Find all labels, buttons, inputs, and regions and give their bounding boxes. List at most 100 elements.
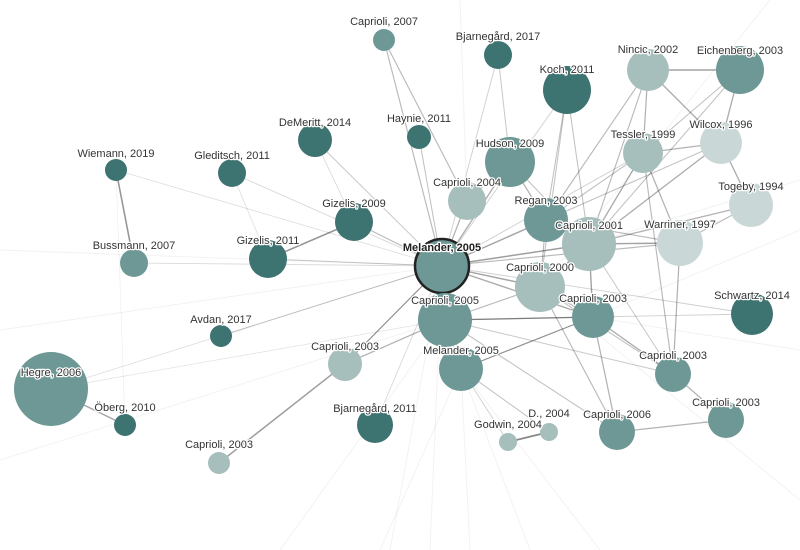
graph-edge (592, 313, 753, 318)
graph-edge (539, 89, 568, 288)
graph-edge (444, 319, 618, 433)
graph-node[interactable] (120, 249, 148, 277)
graph-node[interactable] (484, 41, 512, 69)
graph-edge-offscreen (592, 229, 800, 318)
graph-edge (588, 69, 741, 245)
graph-node-label: Regan, 2003 (515, 195, 578, 207)
graph-node-label: Eichenberg, 2003 (697, 45, 783, 57)
graph-edge-offscreen (460, 368, 471, 550)
graph-node[interactable] (210, 325, 232, 347)
graph-node[interactable] (716, 46, 764, 94)
graph-edge (50, 265, 443, 390)
graph-node-label: Caprioli, 2003 (559, 293, 627, 305)
graph-node-label: DeMeritt, 2014 (279, 117, 351, 129)
graph-node[interactable] (208, 452, 230, 474)
graph-edge (545, 142, 722, 221)
graph-node[interactable] (335, 203, 373, 241)
graph-node[interactable] (439, 347, 483, 391)
graph-node[interactable] (499, 433, 517, 451)
graph-node[interactable] (572, 296, 614, 338)
graph-node-label: Caprioli, 2005 (411, 295, 479, 307)
graph-node-label: Bjarnegård, 2011 (333, 403, 417, 415)
graph-edge (642, 152, 674, 375)
graph-edge (115, 169, 443, 267)
graph-edge (115, 169, 126, 426)
graph-node-label: Nincic, 2002 (618, 44, 679, 56)
graph-node-label: Wilcox, 1996 (690, 119, 753, 131)
graph-node-label: Öberg, 2010 (94, 402, 155, 414)
graph-edge (115, 169, 135, 264)
graph-node[interactable] (729, 183, 773, 227)
graph-node-label: Caprioli, 2001 (555, 220, 623, 232)
graph-node[interactable] (599, 414, 635, 450)
graph-node-label: D., 2004 (528, 408, 570, 420)
graph-node-label: Warriner, 1997 (644, 219, 716, 231)
graph-node[interactable] (524, 198, 568, 242)
graph-node-label: Caprioli, 2007 (350, 16, 418, 28)
graph-node[interactable] (407, 125, 431, 149)
graph-node[interactable] (543, 66, 591, 114)
graph-node[interactable] (485, 137, 535, 187)
graph-node[interactable] (540, 423, 558, 441)
graph-edge (441, 242, 681, 267)
selected-graph-node[interactable] (413, 237, 471, 295)
graph-node-label: Caprioli, 2003 (639, 350, 707, 362)
graph-node-label: Hegre, 2006 (21, 367, 82, 379)
graph-edge-offscreen (460, 368, 601, 550)
graph-node-label: Melander, 2005 (403, 242, 481, 254)
graph-edge (545, 69, 649, 221)
graph-node[interactable] (700, 122, 742, 164)
graph-node[interactable] (114, 414, 136, 436)
graph-edge-offscreen (379, 368, 462, 550)
graph-node-label: Caprioli, 2006 (583, 409, 651, 421)
graph-node-label: Hudson, 2009 (476, 138, 545, 150)
graph-node[interactable] (627, 49, 669, 91)
graph-edge (314, 139, 443, 267)
graph-node[interactable] (249, 240, 287, 278)
graph-node[interactable] (655, 356, 691, 392)
graph-node[interactable] (373, 29, 395, 51)
graph-node-label: Caprioli, 2003 (311, 341, 379, 353)
graph-edge (267, 258, 443, 267)
graph-node-label: Schwartz, 2014 (714, 290, 790, 302)
graph-edge (374, 265, 443, 426)
graph-edge (50, 319, 446, 390)
graph-node-label: Gizelis, 2009 (322, 198, 386, 210)
node-layer (14, 29, 773, 474)
graph-node-label: Godwin, 2004 (474, 419, 542, 431)
graph-node[interactable] (218, 159, 246, 187)
graph-node-label: Haynie, 2011 (387, 113, 451, 125)
graph-node-label: Tessler, 1999 (611, 129, 676, 141)
graph-node[interactable] (14, 352, 88, 426)
graph-node-label: Wiemann, 2019 (77, 148, 154, 160)
graph-node[interactable] (328, 347, 362, 381)
graph-node[interactable] (515, 262, 565, 312)
graph-node[interactable] (448, 182, 486, 220)
graph-edge-offscreen (0, 319, 446, 461)
graph-node-label: Togeby, 1994 (718, 181, 783, 193)
graph-node-label: Koch, 2011 (540, 64, 595, 76)
graph-node[interactable] (731, 293, 773, 335)
graph-node[interactable] (657, 220, 703, 266)
graph-node[interactable] (418, 293, 472, 347)
graph-node-label: Gizelis, 2011 (237, 235, 300, 247)
graph-node[interactable] (105, 159, 127, 181)
graph-edge-offscreen (0, 265, 443, 331)
graph-edge-offscreen (459, 0, 468, 202)
graph-edge (588, 69, 649, 245)
graph-node[interactable] (357, 407, 393, 443)
graph-edge (220, 265, 443, 337)
graph-node[interactable] (562, 217, 616, 271)
graph-node-label: Caprioli, 2003 (185, 439, 253, 451)
graph-edge (460, 316, 594, 370)
graph-node-label: Caprioli, 2000 (506, 262, 574, 274)
graph-edge (441, 54, 499, 267)
graph-node[interactable] (298, 123, 332, 157)
graph-node[interactable] (623, 133, 663, 173)
graph-edge (460, 316, 594, 370)
graph-edge (133, 262, 443, 267)
graph-node[interactable] (708, 402, 744, 438)
graph-edge (588, 142, 722, 245)
